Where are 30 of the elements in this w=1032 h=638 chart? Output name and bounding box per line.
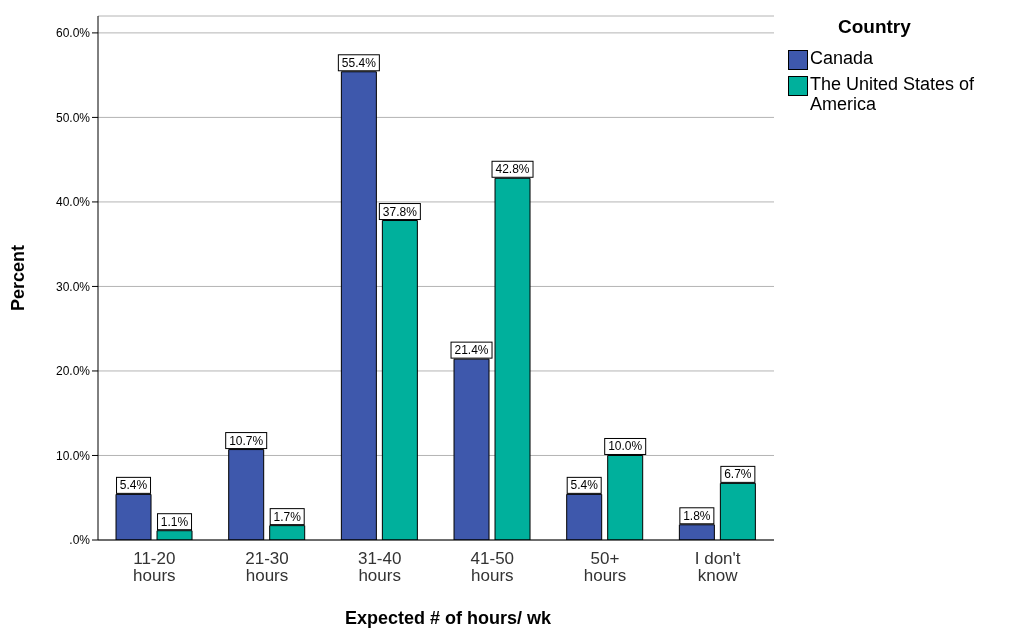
x-tick-label: 11-20 hours xyxy=(133,549,176,586)
data-label: 1.7% xyxy=(273,509,302,524)
x-tick-label: 41-50 hours xyxy=(470,549,515,586)
data-label: 6.7% xyxy=(724,467,752,482)
x-axis-title: Expected # of hours/ wk xyxy=(343,608,553,629)
legend-label: The United States of America xyxy=(810,74,976,114)
data-label: 21.4% xyxy=(454,343,489,358)
legend-title: Country xyxy=(838,16,912,38)
y-tick-label: 10.0% xyxy=(55,448,91,463)
y-axis-title: Percent xyxy=(8,244,29,312)
y-tick-label: .0% xyxy=(69,533,91,548)
data-label: 42.8% xyxy=(495,162,530,177)
x-tick-label: 31-40 hours xyxy=(357,549,402,586)
data-label: 37.8% xyxy=(382,204,418,219)
data-label: 5.4% xyxy=(119,478,148,493)
y-tick-label: 20.0% xyxy=(55,364,91,379)
x-tick-label: 50+ hours xyxy=(583,549,627,586)
x-tick-label: 21-30 hours xyxy=(245,549,289,586)
y-tick-label: 60.0% xyxy=(55,26,91,41)
y-tick-label: 30.0% xyxy=(55,279,91,294)
data-label: 1.1% xyxy=(160,514,189,529)
y-tick-label: 50.0% xyxy=(55,110,91,125)
data-label: 10.7% xyxy=(229,433,264,448)
data-label: 1.8% xyxy=(683,508,711,523)
legend-label: Canada xyxy=(810,48,875,68)
x-tick-label: I don't know xyxy=(694,549,741,586)
data-label: 10.0% xyxy=(608,439,643,454)
y-tick-label: 40.0% xyxy=(55,195,91,210)
data-label: 55.4% xyxy=(341,55,377,70)
data-label: 5.4% xyxy=(570,478,599,493)
